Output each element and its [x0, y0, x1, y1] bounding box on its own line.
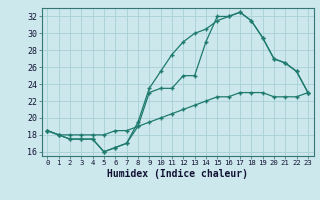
X-axis label: Humidex (Indice chaleur): Humidex (Indice chaleur): [107, 169, 248, 179]
